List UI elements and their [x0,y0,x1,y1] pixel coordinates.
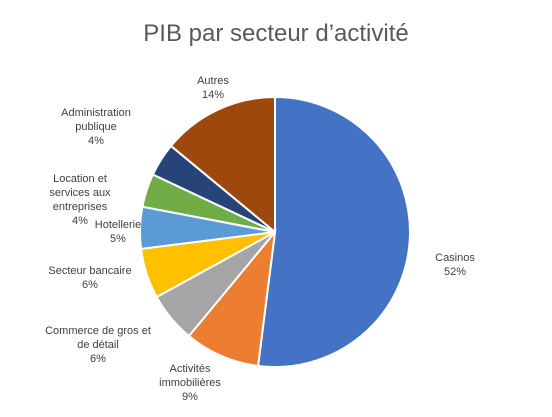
slice-label: Administration publique 4% [46,106,146,148]
slice-label: Hotellerie 5% [83,218,153,246]
value-label: 4% [72,215,88,227]
slice-label: Secteur bancaire 6% [35,264,145,292]
slice-label: Casinos 52% [425,251,485,279]
category-label: Location et services aux entreprises [49,173,111,213]
value-label: 6% [90,353,106,365]
slice-label: Autres 14% [183,74,243,102]
pie-slice [256,95,411,368]
value-label: 9% [182,391,198,403]
slice-label: Activités immobilières 9% [145,362,235,404]
category-label: Casinos [435,252,475,264]
chart-title: PIB par secteur d’activité [143,20,409,47]
value-label: 4% [88,135,104,147]
category-label: Commerce de gros et de détail [45,325,151,351]
slice-label: Commerce de gros et de détail 6% [43,324,153,366]
slice-label: Location et services aux entreprises 4% [35,172,125,228]
value-label: 52% [443,266,467,278]
category-label: Administration publique [61,107,131,133]
pie-slice [169,95,276,235]
value-label: 14% [201,89,225,101]
category-label: Secteur bancaire [48,265,132,277]
value-label: 5% [110,233,126,245]
category-label: Activités immobilières [159,363,221,389]
category-label: Autres [197,75,229,87]
category-label: Hotellerie [94,219,142,231]
value-label: 6% [82,279,98,291]
